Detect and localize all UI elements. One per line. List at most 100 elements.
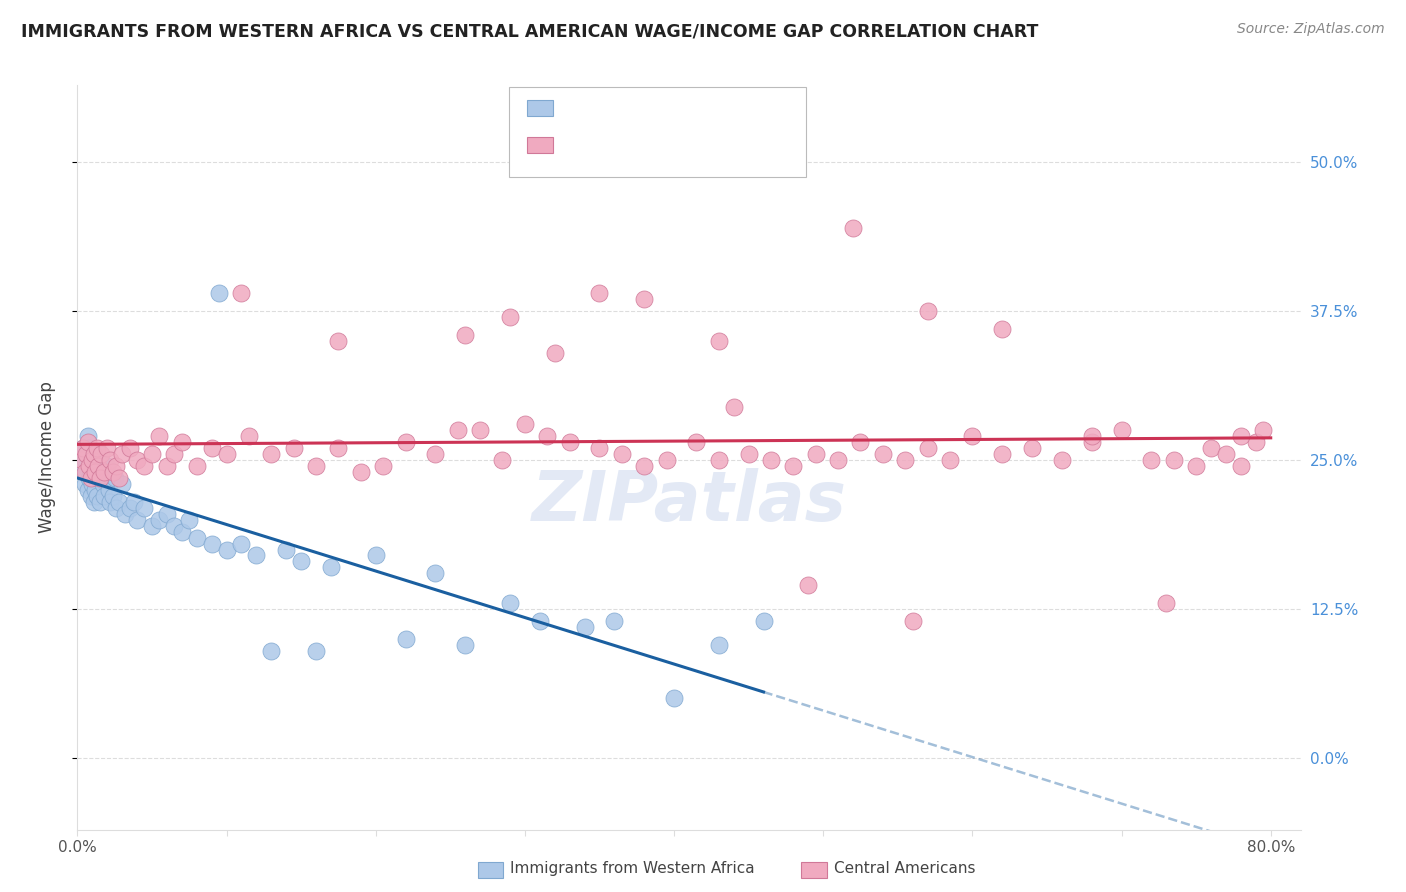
Point bbox=[148, 513, 170, 527]
Point bbox=[962, 429, 984, 443]
Point bbox=[73, 477, 96, 491]
Point bbox=[89, 471, 111, 485]
Point bbox=[305, 459, 328, 474]
Point bbox=[125, 513, 148, 527]
Point bbox=[371, 459, 394, 474]
Text: -0.289: -0.289 bbox=[617, 102, 676, 120]
Point bbox=[101, 465, 124, 479]
Point bbox=[394, 435, 416, 450]
Point bbox=[70, 453, 93, 467]
Point bbox=[491, 453, 513, 467]
Point bbox=[215, 447, 238, 461]
Point bbox=[827, 453, 849, 467]
Point bbox=[662, 691, 685, 706]
Point bbox=[179, 513, 201, 527]
Point bbox=[1163, 453, 1185, 467]
Point bbox=[84, 459, 107, 474]
Text: R =: R = bbox=[567, 139, 603, 157]
Point bbox=[104, 471, 127, 485]
Point bbox=[231, 536, 253, 550]
Point bbox=[186, 459, 208, 474]
Point bbox=[394, 632, 416, 646]
Point bbox=[148, 429, 170, 443]
Point bbox=[707, 334, 730, 348]
Point bbox=[141, 518, 163, 533]
Point bbox=[90, 459, 112, 474]
Point bbox=[93, 489, 115, 503]
Point bbox=[633, 459, 655, 474]
Point bbox=[156, 507, 179, 521]
Point bbox=[96, 441, 118, 455]
Point bbox=[752, 614, 775, 628]
Point bbox=[89, 453, 111, 467]
Point bbox=[447, 423, 470, 437]
Y-axis label: Wage/Income Gap: Wage/Income Gap bbox=[38, 381, 56, 533]
Point bbox=[186, 531, 208, 545]
Point bbox=[100, 471, 122, 485]
Point bbox=[90, 447, 112, 461]
Point bbox=[1230, 429, 1253, 443]
Point bbox=[134, 500, 156, 515]
Point bbox=[1080, 429, 1102, 443]
Text: ZIPatlas: ZIPatlas bbox=[531, 468, 846, 535]
Text: N =: N = bbox=[703, 139, 740, 157]
Point bbox=[1156, 596, 1178, 610]
Point bbox=[94, 471, 117, 485]
Point bbox=[707, 638, 730, 652]
Point bbox=[75, 465, 97, 479]
Point bbox=[499, 310, 522, 325]
Point bbox=[1251, 423, 1274, 437]
Point bbox=[82, 477, 104, 491]
Point bbox=[319, 560, 342, 574]
Point bbox=[655, 453, 678, 467]
Point bbox=[125, 453, 148, 467]
Point bbox=[77, 459, 100, 474]
Point bbox=[72, 441, 94, 455]
Point bbox=[276, 542, 298, 557]
Point bbox=[97, 483, 120, 497]
Point bbox=[76, 483, 98, 497]
Point bbox=[77, 441, 100, 455]
Point bbox=[208, 286, 231, 301]
Point bbox=[118, 441, 141, 455]
Point bbox=[723, 400, 745, 414]
Point bbox=[610, 447, 633, 461]
Point bbox=[122, 495, 145, 509]
Point bbox=[76, 435, 98, 450]
Point bbox=[290, 554, 312, 568]
Point bbox=[1230, 459, 1253, 474]
Point bbox=[1111, 423, 1133, 437]
Point bbox=[108, 495, 131, 509]
Point bbox=[425, 447, 447, 461]
Point bbox=[238, 429, 260, 443]
Point bbox=[86, 441, 108, 455]
Point bbox=[1140, 453, 1163, 467]
Point bbox=[163, 518, 186, 533]
Point bbox=[80, 489, 103, 503]
Point bbox=[574, 620, 596, 634]
Point bbox=[350, 465, 373, 479]
Text: Central Americans: Central Americans bbox=[834, 862, 976, 876]
Point bbox=[156, 459, 179, 474]
Point bbox=[425, 566, 447, 581]
Point bbox=[737, 447, 759, 461]
Point bbox=[558, 435, 581, 450]
Point bbox=[991, 322, 1014, 336]
Point bbox=[84, 483, 107, 497]
Point bbox=[75, 447, 97, 461]
Point bbox=[759, 453, 782, 467]
Point bbox=[200, 536, 222, 550]
Point bbox=[245, 549, 267, 563]
Text: N =: N = bbox=[703, 102, 740, 120]
Point bbox=[1185, 459, 1208, 474]
Point bbox=[83, 447, 105, 461]
Point bbox=[707, 453, 730, 467]
Point bbox=[83, 447, 105, 461]
Point bbox=[83, 495, 105, 509]
Point bbox=[454, 328, 477, 343]
Point bbox=[1244, 435, 1267, 450]
Point bbox=[200, 441, 222, 455]
Point bbox=[260, 447, 283, 461]
Text: 69: 69 bbox=[754, 102, 776, 120]
Point bbox=[894, 453, 917, 467]
